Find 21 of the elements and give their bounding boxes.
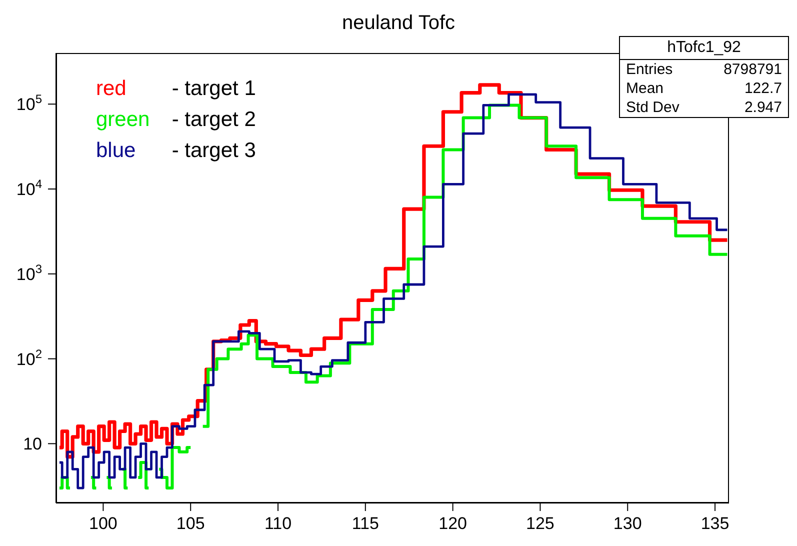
chart-title: neuland Tofc xyxy=(340,12,456,35)
x-tick-label: 125 xyxy=(526,514,554,533)
y-tick-label: 10$^{3}$ xyxy=(16,262,42,284)
text: Mean 122.7 xyxy=(626,80,782,97)
x-tick-label: 115 xyxy=(352,514,379,533)
x-tick-label: 135 xyxy=(700,514,730,533)
y-tick-label: 10 xyxy=(23,434,42,454)
y-tick-label: 10$^{4}$ xyxy=(16,177,42,199)
x-tick-label: 130 xyxy=(613,514,642,533)
text: red - target 1 xyxy=(96,77,256,100)
x-tick-label: 110 xyxy=(264,514,292,533)
text: Std Dev 2.947 xyxy=(626,99,782,116)
y-tick-label: 10$^{2}$ xyxy=(16,346,42,369)
x-tick-label: 120 xyxy=(438,514,467,533)
annotation: hTofc1_92 xyxy=(620,37,788,60)
x-tick-label: 105 xyxy=(176,514,205,533)
text: blue - target 3 xyxy=(96,139,256,162)
text: Entries 8798791 xyxy=(626,61,782,78)
y-tick-label: 10$^{5}$ xyxy=(16,92,42,114)
text: green - target 2 xyxy=(96,107,256,133)
x-tick-label: 100 xyxy=(89,514,118,533)
